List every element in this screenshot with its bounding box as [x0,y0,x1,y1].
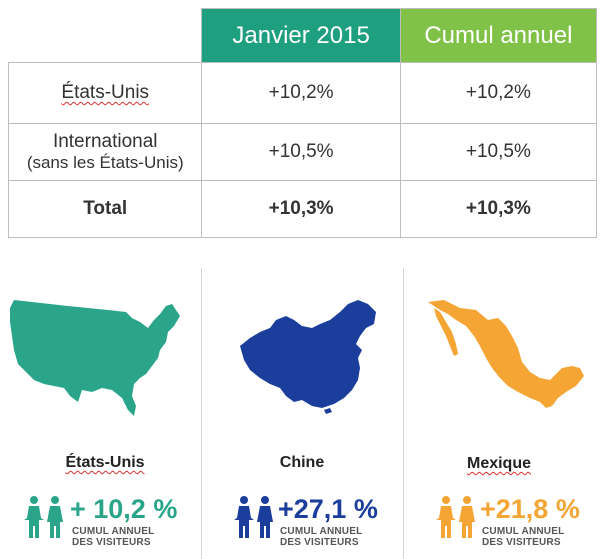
panel-divider [403,268,404,559]
caption-line: DES VISITEURS [72,537,151,548]
stat-value-china: +27,1 % [278,494,378,524]
us-cumulative-value: +10,2% [399,62,598,124]
row-label-cell: États-Unis [7,62,203,124]
row-label-us: États-Unis [61,82,150,103]
row-label-cell: International (sans les États-Unis) [7,123,203,181]
total-january-value: +10,3% [201,180,401,238]
table-corner-cell [8,8,203,63]
china-map-icon [240,300,376,414]
caption-line: CUMUL ANNUEL [280,526,363,537]
country-name-us: États-Unis [50,454,160,472]
stat-china: +27,1 % CUMUL ANNUEL DES VISITEURS [234,494,402,556]
country-name-mexico: Mexique [444,455,554,473]
visitors-icon [234,496,273,538]
total-cumulative-value: +10,3% [399,180,598,238]
row-label-total: Total [7,180,203,238]
international-cumulative-value: +10,5% [399,123,598,181]
header-january-2015: Janvier 2015 [201,8,401,63]
country-label: États-Unis [65,454,145,471]
stat-us: + 10,2 % CUMUL ANNUEL DES VISITEURS [24,494,200,556]
panel-mexico: Mexique +21,8 % CUMUL ANNUEL DES VISITEU… [404,268,600,559]
caption-line: DES VISITEURS [482,537,561,548]
usa-map-icon [10,300,180,416]
panel-divider [201,268,202,559]
country-name-china: Chine [279,454,325,471]
row-label-international-note: (sans les États-Unis) [26,153,184,172]
row-label-international: International [52,131,158,152]
panel-china: Chine +27,1 % CUMUL ANNUEL DES VISITEURS [202,268,403,559]
stat-caption-china: CUMUL ANNUEL DES VISITEURS [280,526,362,548]
caption-line: DES VISITEURS [280,537,359,548]
caption-line: CUMUL ANNUEL [482,526,565,537]
header-cumulative: Cumul annuel [399,8,598,63]
stat-value-mexico: +21,8 % [480,494,580,524]
stat-caption-us: CUMUL ANNUEL DES VISITEURS [72,526,154,548]
stat-caption-mexico: CUMUL ANNUEL DES VISITEURS [482,526,564,548]
stat-mexico: +21,8 % CUMUL ANNUEL DES VISITEURS [436,494,600,556]
visitors-icon [436,496,475,538]
table-header-row: Janvier 2015 Cumul annuel [8,8,598,63]
caption-line: CUMUL ANNUEL [72,526,155,537]
us-january-value: +10,2% [201,62,401,124]
country-label: Mexique [466,455,531,472]
visitor-growth-table: Janvier 2015 Cumul annuel États-Unis +10… [7,8,598,238]
panel-usa: États-Unis + 10,2 % CUMUL ANNUEL DES VIS… [0,268,201,559]
table-row-us: États-Unis +10,2% +10,2% [7,62,598,124]
table-row-total: Total +10,3% +10,3% [7,180,598,238]
visitors-icon [24,496,63,538]
table-row-international: International (sans les États-Unis) +10,… [7,123,598,181]
mexico-map-icon [428,300,584,408]
stat-value-us: + 10,2 % [70,494,178,524]
international-january-value: +10,5% [201,123,401,181]
